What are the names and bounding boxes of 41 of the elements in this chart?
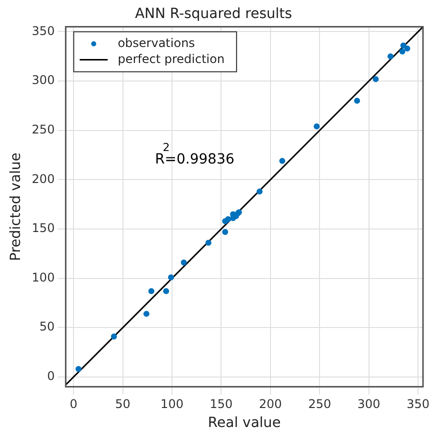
point bbox=[354, 98, 360, 104]
y-tick-label: 300 bbox=[32, 73, 55, 88]
point bbox=[110, 334, 117, 340]
point bbox=[205, 240, 212, 246]
x-tick-label: 300 bbox=[357, 397, 380, 412]
point bbox=[143, 310, 150, 317]
legend-label: perfect prediction bbox=[118, 52, 225, 66]
x-tick-label: 250 bbox=[308, 397, 332, 412]
point bbox=[388, 53, 394, 60]
annotation: R2=0.99836 bbox=[155, 140, 234, 168]
y-tick-label: 350 bbox=[32, 24, 55, 38]
x-tick-label: 50 bbox=[115, 397, 130, 412]
point bbox=[279, 158, 286, 164]
point bbox=[400, 42, 406, 49]
point bbox=[399, 48, 406, 54]
y-tick-label: 0 bbox=[47, 369, 55, 384]
y-tick-label: 100 bbox=[32, 270, 55, 284]
y-axis-title: Predicted value bbox=[8, 152, 24, 262]
y-tick-label: 200 bbox=[32, 172, 55, 186]
y-tick-label: 150 bbox=[32, 221, 55, 236]
point bbox=[168, 274, 174, 280]
x-tick-label: 200 bbox=[258, 397, 282, 412]
x-tick-label: 0 bbox=[70, 397, 78, 412]
point bbox=[225, 216, 232, 222]
x-tick-label: 100 bbox=[160, 397, 184, 412]
y-tick-label: 250 bbox=[32, 122, 55, 136]
point bbox=[180, 260, 187, 266]
chart-title: ANN R-squared results bbox=[134, 6, 292, 22]
x-axis-title: Real value bbox=[208, 415, 281, 432]
point bbox=[314, 123, 320, 130]
point bbox=[148, 288, 154, 294]
point bbox=[76, 366, 82, 372]
point bbox=[222, 228, 228, 235]
x-tick-label: 350 bbox=[406, 397, 430, 412]
point bbox=[256, 188, 263, 195]
point bbox=[404, 46, 410, 52]
point bbox=[372, 76, 379, 82]
x-tick-label: 150 bbox=[210, 397, 233, 412]
legend-label: observations bbox=[118, 36, 195, 50]
y-tick-label: 50 bbox=[39, 320, 55, 334]
point bbox=[163, 288, 170, 294]
